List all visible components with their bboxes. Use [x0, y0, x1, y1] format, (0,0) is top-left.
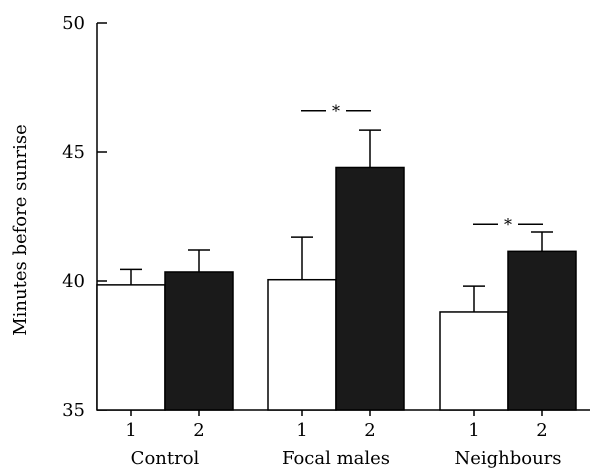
group-label: Focal males: [282, 448, 390, 468]
bar: [335, 166, 405, 411]
labels: 35 40 45 50 1 2 Control 1 2 Focal males 1 2 Neighbou…: [62, 13, 561, 468]
bar: [96, 284, 166, 411]
x-tick-label: 2: [536, 420, 547, 441]
bar: [439, 311, 509, 411]
x-tick-label: 1: [125, 420, 136, 441]
bar: [164, 271, 234, 411]
bar: [267, 278, 337, 411]
bar: [507, 250, 577, 411]
group-label: Neighbours: [454, 448, 561, 468]
x-tick-label: 1: [468, 420, 479, 441]
significance-star: *: [332, 102, 340, 121]
bars: [96, 129, 577, 411]
x-tick-label: 2: [364, 420, 375, 441]
y-tick-label: 35: [62, 400, 85, 421]
y-tick-label: 45: [62, 142, 85, 163]
y-tick-label: 40: [62, 271, 85, 292]
significance-star: *: [504, 215, 512, 234]
y-axis-title: Minutes before sunrise: [10, 124, 31, 336]
y-tick-label: 50: [62, 13, 85, 34]
x-tick-label: 2: [193, 420, 204, 441]
group-label: Control: [131, 448, 200, 468]
x-tick-label: 1: [296, 420, 307, 441]
